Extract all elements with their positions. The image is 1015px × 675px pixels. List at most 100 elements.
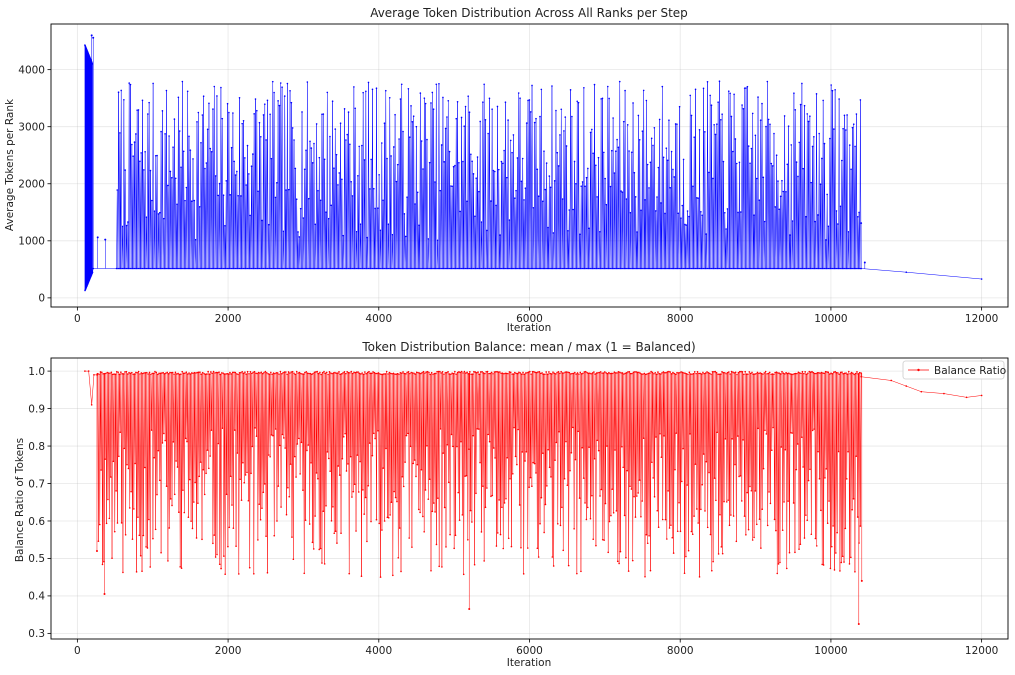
data-point	[107, 372, 110, 374]
data-point	[575, 267, 578, 270]
data-point	[632, 267, 635, 270]
data-point	[127, 467, 130, 470]
data-point	[550, 476, 552, 478]
data-point	[282, 230, 285, 233]
data-point	[484, 506, 487, 509]
chart-1-ylabel: Average Tokens per Rank	[4, 98, 16, 231]
data-point	[686, 210, 689, 212]
data-point	[483, 560, 485, 562]
data-point	[314, 515, 316, 517]
data-point	[277, 267, 280, 270]
data-point	[369, 372, 372, 375]
data-point	[174, 267, 176, 270]
data-point	[802, 167, 805, 170]
data-point	[737, 267, 740, 270]
data-point	[417, 267, 420, 270]
data-point	[501, 162, 504, 165]
data-point	[184, 372, 186, 375]
data-point	[231, 371, 234, 374]
data-point	[658, 267, 660, 270]
data-point	[92, 267, 94, 270]
data-point	[119, 132, 121, 134]
data-point	[761, 102, 763, 105]
data-point	[609, 372, 612, 375]
data-point	[555, 441, 558, 444]
data-point	[849, 373, 851, 375]
data-point	[745, 267, 748, 270]
data-point	[266, 571, 269, 574]
data-point	[364, 371, 366, 373]
data-point	[154, 370, 156, 373]
data-point	[290, 101, 293, 104]
data-point	[657, 526, 660, 528]
data-point	[563, 372, 565, 374]
data-point	[741, 104, 743, 106]
data-point	[508, 219, 511, 221]
data-point	[689, 373, 692, 375]
data-point	[743, 373, 745, 376]
data-point	[649, 161, 652, 164]
data-point	[207, 267, 210, 270]
data-point	[157, 213, 160, 215]
data-point	[536, 547, 539, 550]
data-point	[517, 428, 520, 431]
data-point	[351, 195, 354, 197]
data-point	[469, 267, 472, 270]
data-point	[347, 371, 350, 374]
data-point	[533, 462, 536, 465]
data-point	[535, 371, 538, 374]
data-point	[771, 165, 774, 167]
data-point	[309, 372, 312, 375]
data-point	[408, 537, 410, 539]
data-point	[740, 267, 743, 270]
data-point	[551, 85, 553, 87]
data-point	[276, 520, 278, 522]
data-point	[192, 372, 194, 375]
data-point	[831, 267, 833, 270]
data-point	[204, 167, 206, 170]
data-point	[776, 267, 779, 270]
data-point	[648, 535, 650, 537]
data-point	[720, 267, 723, 270]
data-point	[419, 92, 422, 94]
data-point	[777, 372, 779, 374]
data-point	[135, 133, 137, 135]
data-point	[288, 267, 291, 270]
data-point	[525, 450, 528, 453]
data-point	[430, 267, 433, 270]
data-point	[608, 520, 611, 523]
data-point	[835, 210, 838, 212]
data-point	[423, 97, 426, 99]
data-point	[213, 534, 216, 536]
data-point	[272, 372, 275, 374]
data-point	[141, 99, 144, 102]
data-point	[554, 373, 557, 375]
data-point	[695, 372, 697, 375]
data-point	[171, 504, 173, 507]
data-point	[124, 371, 126, 373]
data-point	[528, 486, 530, 488]
data-point	[448, 373, 451, 375]
data-point	[300, 267, 303, 270]
data-point	[183, 267, 186, 270]
data-point	[500, 160, 503, 163]
data-point	[292, 267, 295, 270]
data-point	[633, 171, 636, 174]
data-point	[739, 267, 741, 270]
data-point	[503, 502, 506, 504]
data-point	[283, 267, 285, 270]
data-point	[110, 371, 113, 374]
data-point	[131, 371, 133, 374]
data-point	[199, 267, 202, 270]
data-point	[539, 372, 542, 375]
data-point	[726, 371, 729, 374]
data-point	[743, 515, 746, 517]
data-point	[306, 372, 309, 375]
data-point	[458, 519, 461, 521]
data-point	[219, 267, 222, 270]
data-point	[381, 373, 384, 376]
data-point	[186, 373, 189, 375]
data-point	[234, 174, 237, 176]
data-point	[586, 506, 589, 509]
data-point	[266, 99, 269, 102]
